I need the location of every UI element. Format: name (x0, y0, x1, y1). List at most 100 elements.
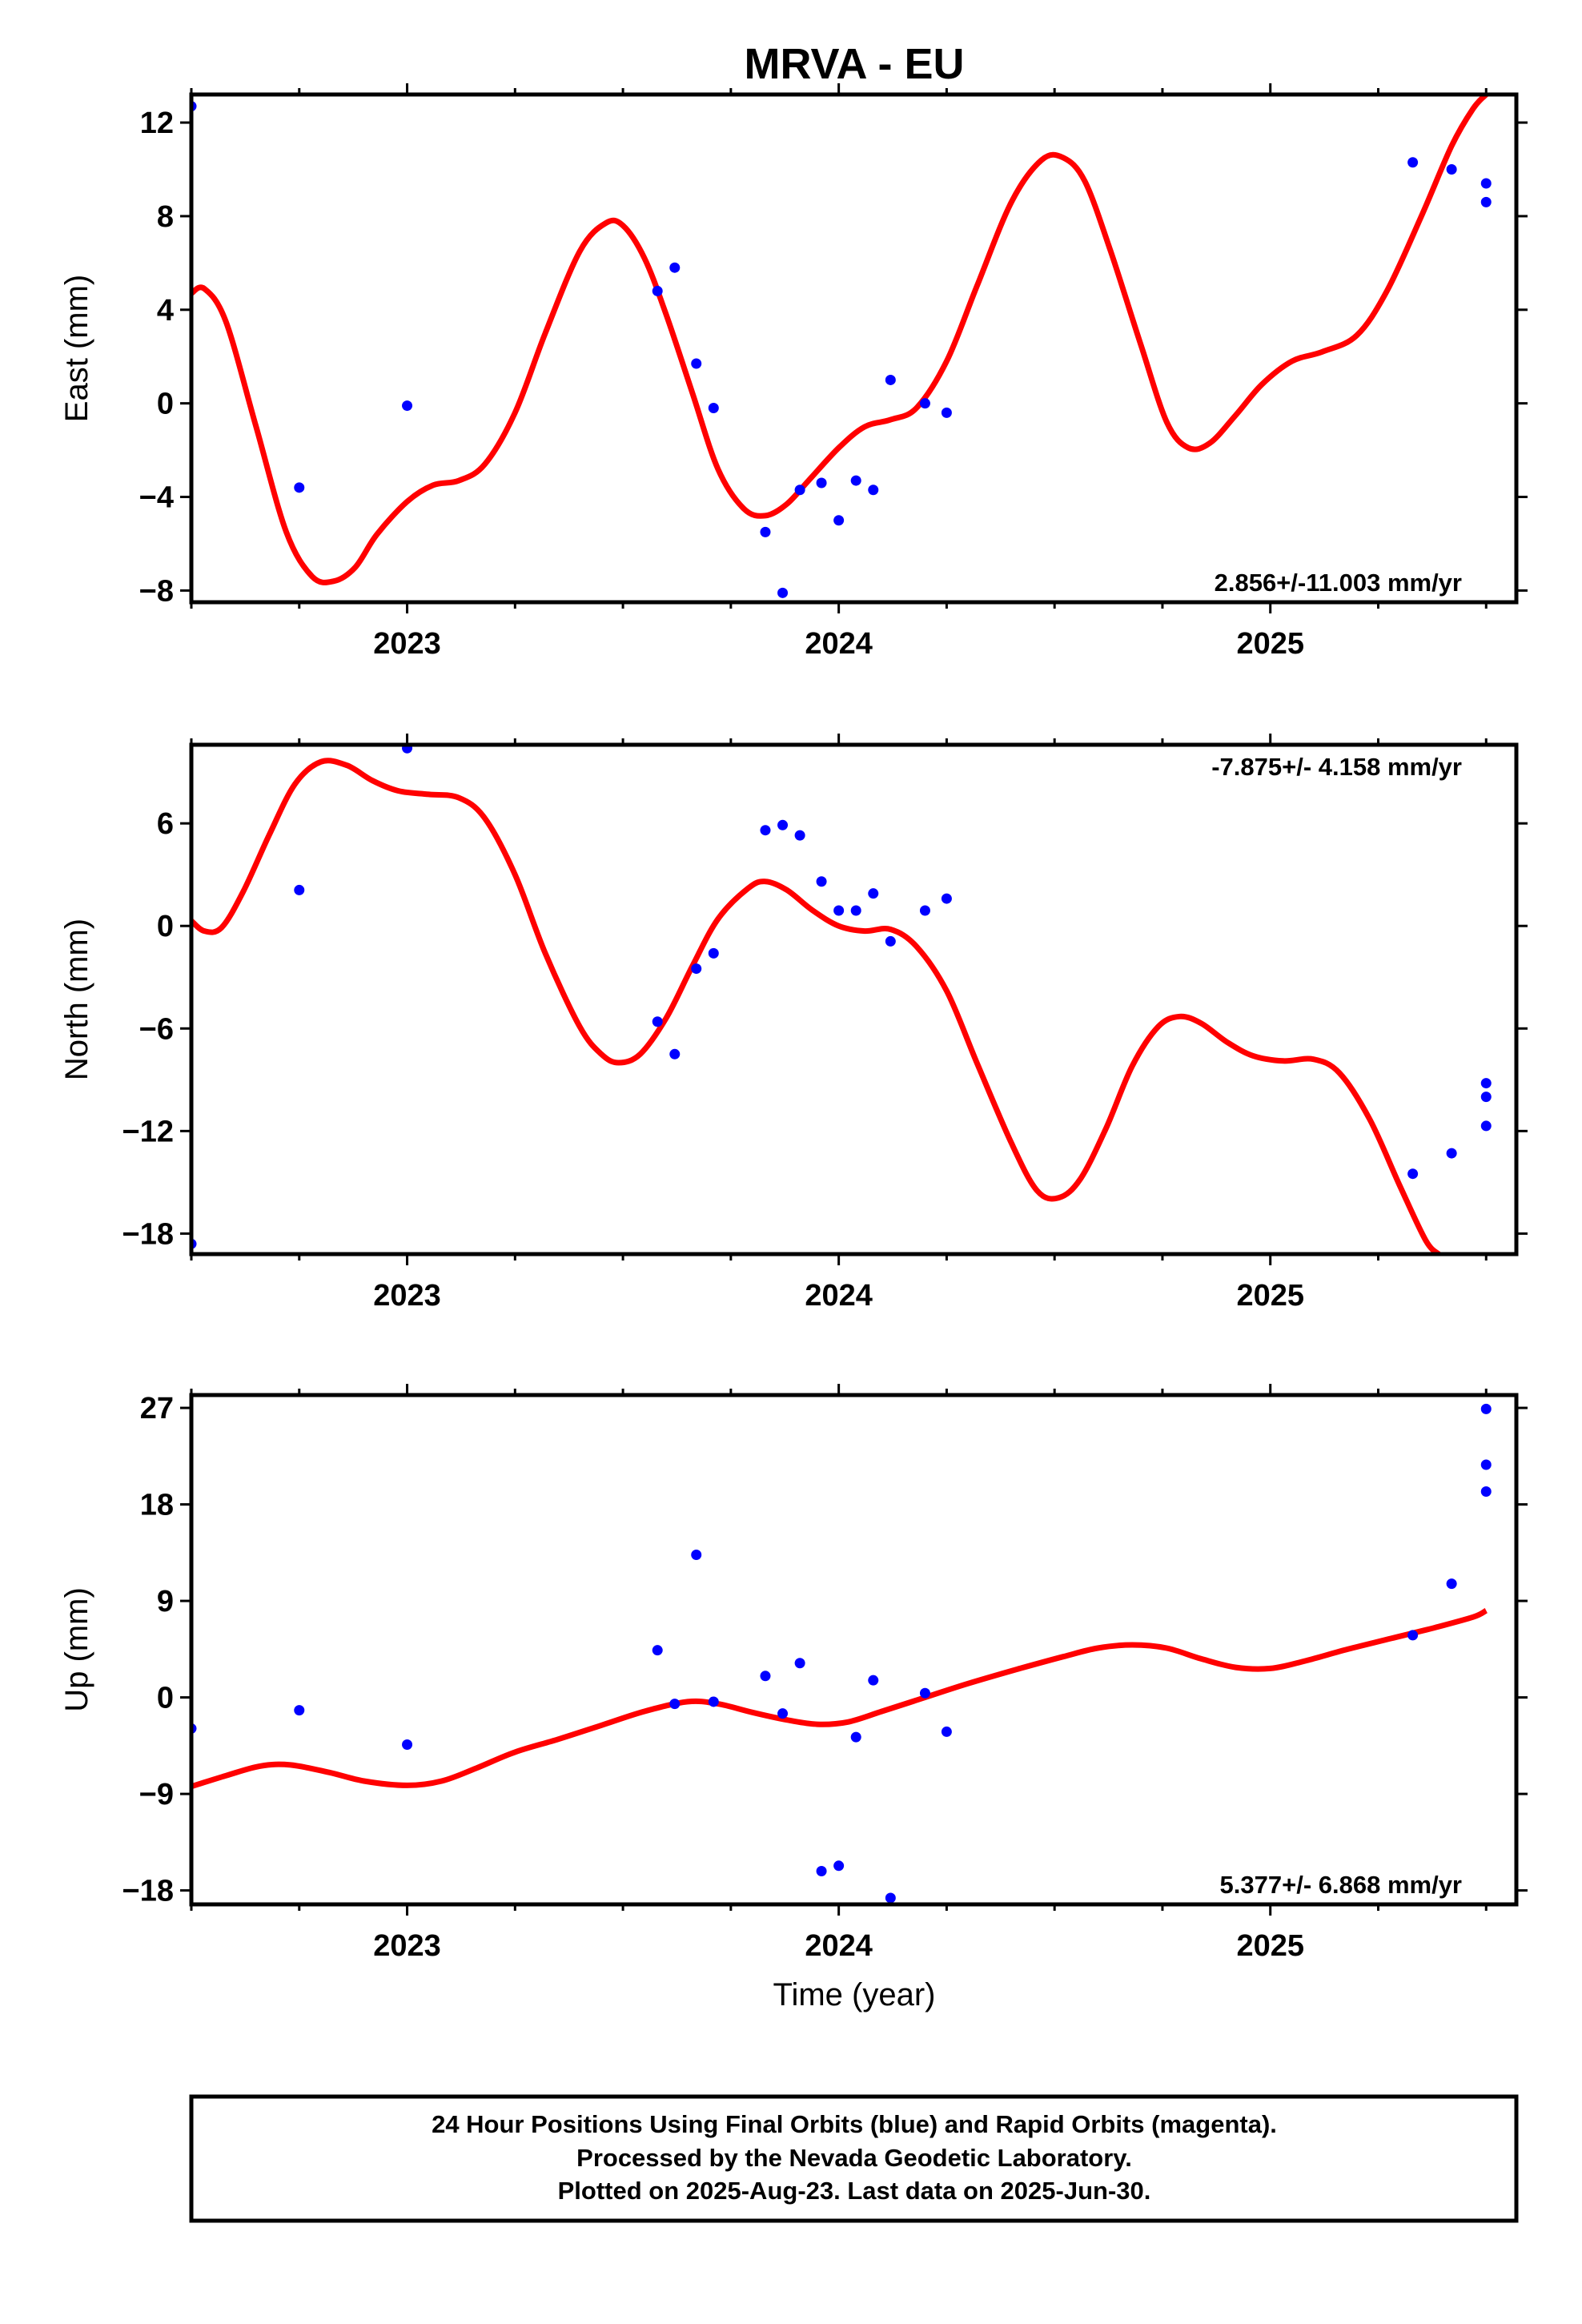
up-data-point (1480, 1403, 1492, 1414)
up-data-point (868, 1675, 879, 1686)
east-data-point (850, 475, 861, 486)
up-data-point (708, 1696, 719, 1707)
north-data-point (294, 884, 305, 895)
north-data-point (1446, 1148, 1457, 1159)
up-data-point (669, 1699, 681, 1710)
north-data-point (919, 905, 930, 916)
north-data-point (402, 745, 413, 754)
north-data-point (850, 905, 861, 916)
north-rate-label: -7.875+/- 4.158 mm/yr (1211, 753, 1462, 781)
up-data (191, 1403, 1492, 1904)
east-y-tick-label: 12 (140, 107, 174, 140)
footer-line-2: Processed by the Nevada Geodetic Laborat… (576, 2144, 1132, 2172)
up-data-point (919, 1687, 930, 1699)
north-data-point (760, 825, 771, 836)
east-data-point (868, 485, 879, 496)
east-x-tick-label: 2023 (373, 627, 441, 661)
east-x-tick-label: 2024 (805, 627, 873, 661)
north-x-tick-label: 2023 (373, 1279, 441, 1313)
east-y-axis-label: East (mm) (59, 275, 94, 422)
east-data-point (777, 587, 789, 598)
north-data-point (708, 947, 719, 959)
up-data-point (777, 1708, 789, 1719)
up-y-tick-label: 0 (157, 1682, 174, 1715)
east-rate-label: 2.856+/-11.003 mm/yr (1215, 569, 1462, 597)
north-y-axis-label: North (mm) (59, 919, 94, 1080)
north-y-tick-label: −18 (122, 1217, 174, 1251)
east-data-point (652, 285, 663, 296)
x-axis-label: Time (year) (773, 1977, 936, 2012)
east-y-tick-label: 0 (157, 388, 174, 421)
east-data-point (1480, 178, 1492, 189)
north-data-point (652, 1016, 663, 1027)
north-frame (189, 742, 1519, 1256)
north-data-point (833, 905, 845, 916)
up-panel: 2023 2024 2025 27 18 9 0 −9 −18 Up (mm) 5.377+/- 6… (59, 1384, 1528, 1963)
east-x-tick-label: 2025 (1236, 627, 1304, 661)
east-data-point (833, 515, 845, 526)
up-x-tick-label: 2023 (373, 1929, 441, 1963)
up-data-point (760, 1671, 771, 1682)
up-data-point (691, 1550, 702, 1561)
north-data-point (885, 935, 896, 947)
north-y-tick-label: 0 (157, 910, 174, 943)
footer-box: 24 Hour Positions Using Final Orbits (bl… (189, 2094, 1519, 2223)
north-x-tick-label: 2024 (805, 1279, 873, 1313)
north-data-point (816, 876, 827, 887)
east-y-tick-label: −8 (139, 574, 174, 608)
up-y-tick-label: 18 (140, 1489, 174, 1522)
east-y-tick-label: −4 (139, 481, 174, 515)
east-y-tick-label: 4 (157, 294, 174, 328)
up-frame (189, 1393, 1519, 1907)
up-y-tick-label: 9 (157, 1585, 174, 1618)
north-data-point (1480, 1120, 1492, 1132)
up-data-point (1480, 1486, 1492, 1498)
east-panel: 2023 2024 2025 12 8 4 0 −4 −8 East (mm) 2.856+/-11… (59, 83, 1528, 661)
up-x-tick-label: 2024 (805, 1929, 873, 1963)
up-y-tick-label: 27 (140, 1392, 174, 1425)
up-data-point (1480, 1459, 1492, 1470)
east-data-point (1480, 196, 1492, 207)
east-data-point (294, 482, 305, 493)
up-data-point (1446, 1578, 1457, 1590)
east-data-point (669, 262, 681, 273)
up-data-point (652, 1645, 663, 1656)
east-data (191, 94, 1492, 598)
north-data-point (1480, 1078, 1492, 1089)
east-fit-curve (191, 94, 1488, 585)
north-data-point (1480, 1092, 1492, 1103)
up-data-point (850, 1731, 861, 1743)
north-data-point (794, 830, 805, 841)
east-frame (189, 92, 1519, 605)
east-data-point (919, 398, 930, 409)
east-data-point (760, 526, 771, 537)
north-y-tick-label: 6 (157, 807, 174, 841)
up-y-tick-label: −18 (122, 1875, 174, 1908)
up-y-tick-label: −9 (139, 1778, 174, 1811)
up-data-point (885, 1892, 896, 1904)
north-data (191, 745, 1492, 1254)
north-y-tick-label: −12 (122, 1115, 174, 1148)
up-rate-label: 5.377+/- 6.868 mm/yr (1220, 1871, 1462, 1899)
east-data-point (816, 477, 827, 489)
up-data-point (402, 1739, 413, 1750)
east-data-point (794, 485, 805, 496)
up-y-axis-label: Up (mm) (59, 1587, 94, 1712)
up-data-point (816, 1865, 827, 1876)
north-data-point (868, 888, 879, 899)
north-data-point (941, 893, 952, 904)
east-data-point (941, 407, 952, 418)
up-data-point (941, 1726, 952, 1737)
up-data-point (1407, 1630, 1419, 1641)
east-y-tick-label: 8 (157, 200, 174, 234)
north-data-point (669, 1048, 681, 1059)
east-data-point (885, 374, 896, 385)
north-data-point (1407, 1168, 1419, 1180)
east-data-point (691, 358, 702, 369)
footer-line-3: Plotted on 2025-Aug-23. Last data on 202… (558, 2177, 1151, 2205)
east-data-point (1446, 163, 1457, 175)
up-x-tick-label: 2025 (1236, 1929, 1304, 1963)
up-fit-curve (191, 1607, 1488, 1790)
footer-line-1: 24 Hour Positions Using Final Orbits (bl… (432, 2110, 1277, 2138)
